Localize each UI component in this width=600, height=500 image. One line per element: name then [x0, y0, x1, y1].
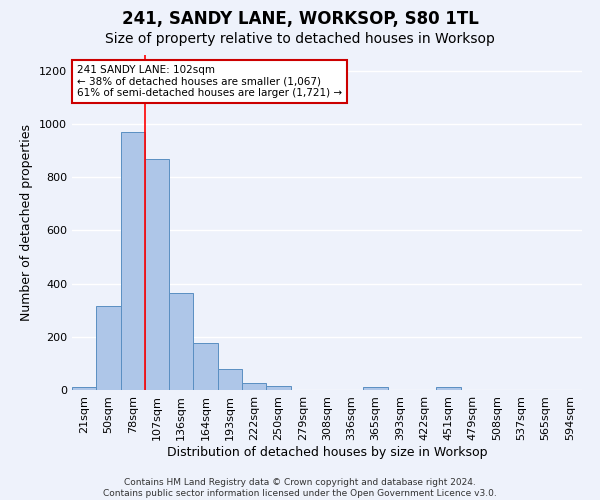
- Text: Size of property relative to detached houses in Worksop: Size of property relative to detached ho…: [105, 32, 495, 46]
- Bar: [193, 342, 218, 390]
- Y-axis label: Number of detached properties: Number of detached properties: [20, 124, 34, 321]
- Bar: [266, 386, 290, 390]
- Bar: [121, 132, 145, 390]
- Bar: [96, 306, 121, 390]
- Bar: [218, 368, 242, 390]
- Bar: [145, 158, 169, 390]
- X-axis label: Distribution of detached houses by size in Worksop: Distribution of detached houses by size …: [167, 446, 487, 458]
- Text: 241, SANDY LANE, WORKSOP, S80 1TL: 241, SANDY LANE, WORKSOP, S80 1TL: [122, 10, 478, 28]
- Text: Contains HM Land Registry data © Crown copyright and database right 2024.
Contai: Contains HM Land Registry data © Crown c…: [103, 478, 497, 498]
- Bar: [169, 293, 193, 390]
- Text: 241 SANDY LANE: 102sqm
← 38% of detached houses are smaller (1,067)
61% of semi-: 241 SANDY LANE: 102sqm ← 38% of detached…: [77, 65, 342, 98]
- Bar: [242, 384, 266, 390]
- Bar: [72, 386, 96, 390]
- Bar: [364, 386, 388, 390]
- Bar: [436, 386, 461, 390]
